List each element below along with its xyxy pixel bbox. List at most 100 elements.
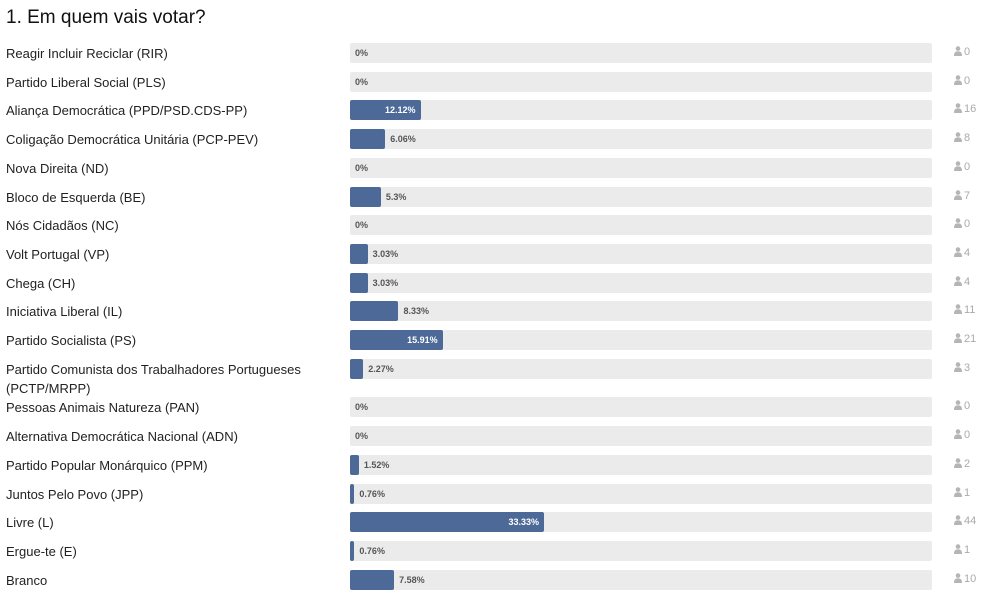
vote-count-value: 0 [964,400,971,413]
vote-count: 2 [954,458,970,470]
vote-count-value: 1 [964,486,971,499]
user-icon [954,429,962,440]
vote-count-value: 10 [964,572,977,585]
bar-track: 33.33% [350,512,932,533]
percent-label: 0% [355,162,369,173]
option-label: Juntos Pelo Povo (JPP) [6,486,144,502]
option-label: Iniciativa Liberal (IL) [6,304,123,320]
bar-fill [350,301,399,322]
vote-count: 0 [954,429,970,441]
bar-fill [350,454,359,475]
vote-count: 0 [954,75,970,87]
vote-count: 3 [954,362,970,374]
vote-count-value: 3 [964,361,971,374]
bar-track: 0% [350,426,932,447]
vote-count-value: 2 [964,457,971,470]
bar-track: 7.58% [350,569,932,590]
percent-label: 0% [355,220,369,231]
bar-fill [350,358,364,379]
page-title: 1. Em quem vais votar? [6,7,206,28]
user-icon [954,361,962,372]
vote-count: 21 [954,333,976,345]
vote-count-value: 4 [964,246,971,259]
bar-track: 0% [350,71,932,92]
bar-track: 8.33% [350,301,932,322]
vote-count-value: 8 [964,132,971,145]
user-icon [954,161,962,171]
user-icon [954,46,962,56]
bar-track: 0% [350,43,932,63]
option-label: Partido Popular Monárquico (PPM) [6,457,208,473]
bar-track: 3.03% [350,243,932,264]
vote-count: 11 [954,304,975,316]
percent-label: 0% [355,76,369,87]
vote-count: 16 [954,103,976,115]
percent-label: 12.12% [385,105,416,116]
user-icon [954,486,962,497]
user-icon [954,304,962,315]
bar-track: 2.27% [350,358,932,379]
option-label: Ergue-te (E) [6,543,77,559]
percent-label: 3.03% [372,277,399,288]
bar-track: 0.76% [350,540,932,561]
vote-count: 4 [954,247,970,259]
vote-count-value: 16 [964,103,977,116]
percent-label: 7.58% [399,574,425,585]
percent-label: 0.76% [359,545,385,556]
vote-count-value: 44 [964,515,977,528]
bar-fill [350,100,421,121]
bar-track: 1.52% [350,454,932,475]
percent-label: 0.76% [359,488,385,499]
bar-track: 6.06% [350,129,932,150]
percent-label: 0% [355,402,369,413]
vote-count: 0 [954,218,970,230]
bar-track: 12.12% [350,100,932,121]
percent-label: 0% [355,431,369,442]
vote-count-value: 0 [964,74,971,87]
option-label: Nova Direita (ND) [6,160,109,176]
user-icon [954,275,962,286]
user-icon [954,74,962,85]
bar-track: 0% [350,215,932,236]
vote-count: 8 [954,132,970,144]
bar-track: 5.3% [350,186,932,207]
vote-count-value: 11 [964,304,976,317]
percent-label: 6.06% [390,134,416,145]
user-icon [954,572,962,583]
bar-fill [350,483,355,504]
vote-count: 0 [954,161,970,173]
option-label: Nós Cidadãos (NC) [6,218,119,234]
vote-count: 1 [954,487,970,499]
vote-count-value: 0 [964,429,971,442]
bar-track: 3.03% [350,272,932,293]
option-label: Partido Socialista (PS) [6,333,137,348]
user-icon [954,103,962,114]
option-label: Livre (L) [6,515,54,531]
percent-label: 33.33% [508,517,539,528]
vote-count-value: 1 [964,543,971,556]
bar-fill [350,272,368,293]
option-label: Partido Liberal Social (PLS) [6,74,166,90]
option-label: Alternativa Democrática Nacional (ADN) [6,429,238,445]
vote-count: 0 [954,46,970,58]
option-label: Chega (CH) [6,275,76,291]
vote-count: 7 [954,190,970,202]
user-icon [954,247,962,257]
option-label: Volt Portugal (VP) [6,246,110,262]
bar-fill [350,330,443,350]
option-label: Partido Comunista dos Trabalhadores Port… [6,361,301,396]
vote-count: 4 [954,276,970,288]
bar-track: 0% [350,157,932,178]
vote-count-value: 0 [964,218,971,231]
vote-count-value: 0 [964,46,971,58]
bar-track: 15.91% [350,330,932,350]
user-icon [954,400,962,411]
user-icon [954,333,962,343]
percent-label: 0% [355,48,369,58]
percent-label: 2.27% [368,363,394,374]
bar-fill [350,129,386,150]
percent-label: 1.52% [363,459,390,470]
vote-count: 10 [954,573,976,585]
vote-count: 44 [954,515,976,527]
option-label: Coligação Democrática Unitária (PCP-PEV) [6,132,259,148]
